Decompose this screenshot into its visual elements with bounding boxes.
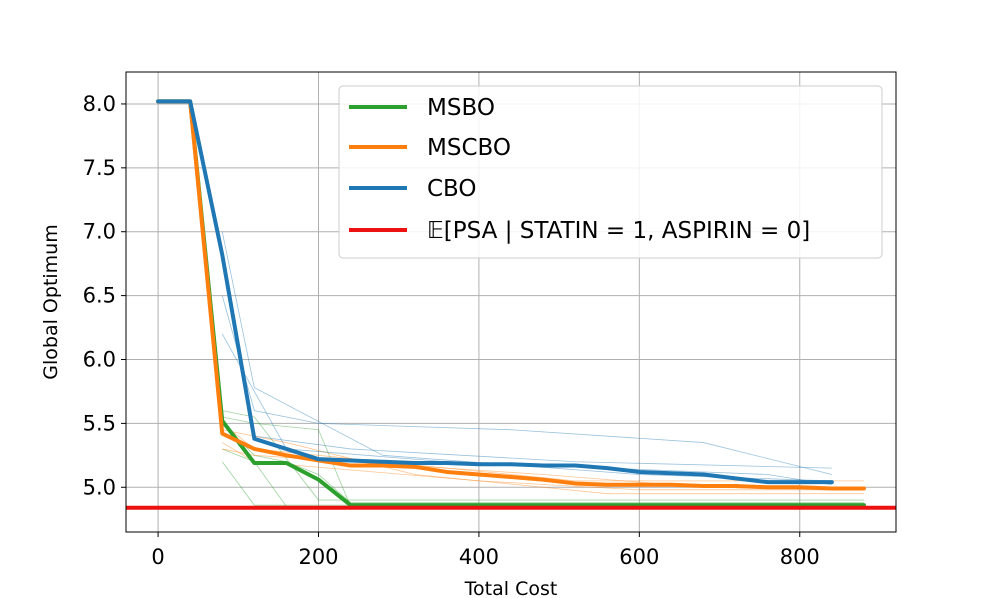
y-tick-label: 7.0: [83, 220, 116, 244]
legend-label-cbo: CBO: [427, 176, 477, 202]
run-line: [221, 423, 864, 504]
legend-box: [338, 85, 883, 259]
run-line: [221, 295, 832, 475]
y-tick-label: 8.0: [83, 92, 116, 116]
series-line-cbo: [156, 99, 834, 485]
y-tick-label: 6.0: [83, 348, 116, 372]
legend-label-reference: 𝔼[PSA | STATIN = 1, ASPIRIN = 0]: [427, 218, 810, 244]
series-line-mscbo: [156, 99, 866, 491]
x-tick-label: 400: [459, 545, 499, 569]
y-tick-label: 5.0: [83, 475, 116, 499]
x-tick-label: 0: [151, 545, 164, 569]
axes-frame: [125, 71, 897, 533]
axes: [121, 71, 897, 537]
legend-label-mscbo: MSCBO: [427, 135, 511, 161]
tick-labels: 0 200 400 600 800 5.0 5.5 6.0 6.5 7.0 7.5 8.0: [83, 92, 820, 569]
y-tick-label: 5.5: [83, 411, 116, 435]
y-axis-label: Global Optimum: [40, 224, 62, 379]
run-line: [222, 410, 864, 501]
x-tick-label: 800: [780, 545, 820, 569]
x-tick-label: 200: [298, 545, 338, 569]
legend: MSBO MSCBO CBO 𝔼[PSA | STATIN = 1, ASPIR…: [338, 85, 883, 259]
run-line: [221, 231, 832, 482]
run-line: [222, 429, 864, 495]
y-tick-label: 7.5: [83, 156, 116, 180]
run-line: [222, 442, 864, 491]
series-lines: [156, 99, 866, 508]
y-tick-label: 6.5: [83, 284, 116, 308]
legend-label-msbo: MSBO: [427, 95, 495, 121]
x-tick-label: 600: [619, 545, 659, 569]
x-axis-label: Total Cost: [464, 578, 558, 598]
